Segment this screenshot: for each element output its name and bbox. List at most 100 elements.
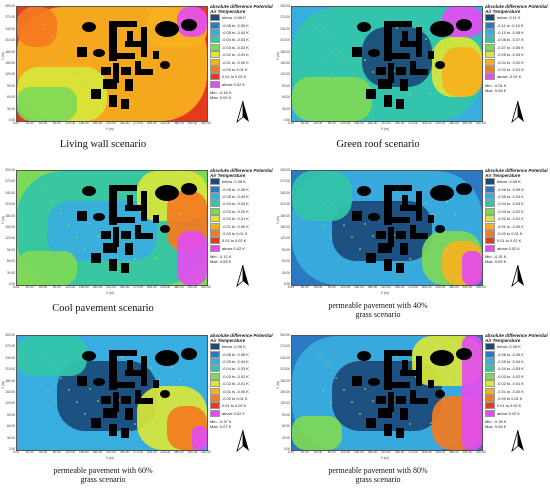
tree-marker (171, 37, 173, 39)
building (400, 79, 408, 91)
building (127, 360, 133, 370)
tree-marker (60, 212, 62, 214)
tree-marker (97, 71, 99, 73)
y-tick-label: 60.00 (7, 259, 15, 264)
legend-title: absolute difference Potential Air Temper… (485, 4, 548, 14)
x-tick-label: 330.00 (160, 285, 171, 289)
max-value: Max: 0.06 K (485, 423, 507, 429)
tree-marker (47, 225, 49, 227)
building (384, 21, 392, 61)
legend-swatch (485, 200, 495, 208)
building (384, 424, 392, 436)
building (352, 211, 362, 221)
building-blob (82, 22, 96, 32)
tree-marker (121, 356, 123, 358)
north-arrow-icon (511, 429, 525, 453)
legend-swatch (210, 51, 220, 59)
x-tick-label: 90.00 (327, 121, 336, 125)
tree-marker (359, 84, 361, 86)
legend-swatch (485, 387, 495, 395)
legend-swatch (210, 200, 220, 208)
y-tick-label: 120.00 (5, 236, 15, 241)
building (428, 215, 434, 223)
tree-marker (396, 191, 398, 193)
temperature-zone (292, 77, 372, 121)
min-value: Min: -0.31 K (485, 253, 507, 259)
x-tick-label: 270.00 (408, 450, 419, 454)
x-tick-label: 360.00 (448, 121, 459, 125)
legend-label: -0.03 to -0.02 K (222, 208, 249, 214)
x-tick-label: 210.00 (381, 121, 391, 125)
tree-marker (322, 390, 324, 392)
y-tick-label: 30.00 (7, 270, 15, 275)
x-tick-label: 360.00 (173, 450, 184, 454)
legend-entry: -0.06 to -0.05 K (485, 350, 549, 358)
y-tick-label: 0.00 (283, 447, 290, 451)
legend-entry: below -0.06 K (485, 343, 549, 351)
legend-swatch (210, 178, 220, 186)
tree-marker (47, 390, 49, 392)
x-axis-ticks: 0.00 30.00 60.00 90.00 120.00 150.00 180.00 210… (13, 121, 211, 127)
x-tick-label: 60.00 (314, 285, 323, 289)
x-axis-label: X (m) (106, 456, 114, 460)
x-tick-label: 390.00 (462, 121, 473, 125)
tree-marker (84, 413, 86, 415)
tree-marker (52, 365, 54, 367)
x-tick-label: 270.00 (133, 121, 144, 125)
legend-entry: -0.05 to -0.04 K (485, 51, 549, 59)
tree-marker (335, 377, 337, 379)
y-tick-label: 60.00 (282, 259, 290, 264)
legend-entry: -0.00 to 0.01 K (210, 394, 274, 402)
building (117, 185, 137, 191)
legend-label: -0.01 to -0.00 K (222, 223, 249, 229)
temperature-zone (292, 416, 342, 450)
building (400, 205, 422, 211)
tree-marker (364, 388, 366, 390)
legend-swatch (485, 36, 495, 44)
min-max: Min: -0.51 K Max: 0.06 K (485, 83, 549, 93)
scenario-caption: Cool pavement scenario (0, 303, 206, 314)
legend-entry: -0.05 to -0.04 K (210, 28, 274, 36)
building (113, 63, 119, 83)
tree-marker (327, 365, 329, 367)
legend-entry: -0.02 to -0.01 K (210, 380, 274, 388)
building (125, 79, 133, 91)
tree-marker (179, 49, 181, 51)
building (396, 428, 404, 438)
building (91, 418, 101, 428)
building (101, 67, 111, 75)
x-tick-label: 420.00 (476, 450, 486, 454)
x-tick-label: 270.00 (408, 121, 419, 125)
y-tick-label: 30.00 (7, 435, 15, 440)
y-tick-label: 120.00 (280, 72, 290, 77)
building (388, 392, 394, 412)
temperature-zone (17, 87, 77, 121)
building (378, 408, 392, 418)
legend-entry: above 0.02 K (210, 80, 274, 88)
legend-swatch (210, 222, 220, 230)
building-blob (181, 348, 197, 360)
tree-marker (68, 60, 70, 62)
x-tick-label: 150.00 (353, 450, 364, 454)
building (109, 424, 117, 436)
y-tick-label: 240.00 (280, 355, 290, 360)
building-blob (181, 19, 197, 31)
building-blob (155, 350, 179, 366)
building (141, 356, 147, 386)
legend-entry: above 0.02 K (210, 244, 274, 252)
legend-label: -0.04 to -0.03 K (497, 201, 524, 207)
building (384, 259, 392, 271)
legend-entry: -0.03 to -0.02 K (210, 372, 274, 380)
building (396, 99, 404, 109)
legend-swatch (210, 229, 220, 237)
building (392, 382, 410, 388)
tree-marker (155, 93, 157, 95)
x-tick-label: 360.00 (173, 285, 184, 289)
legend-swatch (485, 192, 495, 200)
building-blob (82, 351, 96, 361)
x-tick-label: 300.00 (146, 285, 157, 289)
legend-label: -0.02 to -0.01 K (222, 381, 249, 387)
y-tick-label: 150.00 (5, 390, 15, 394)
tree-marker (47, 61, 49, 63)
x-tick-label: 420.00 (201, 121, 211, 125)
